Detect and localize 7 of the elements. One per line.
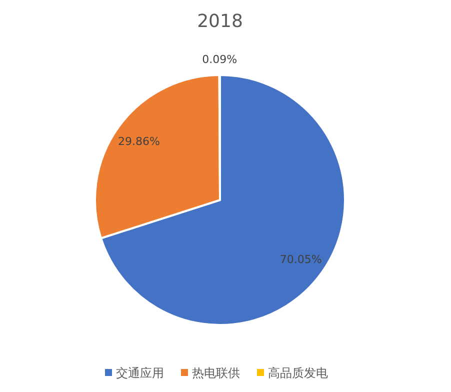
legend-label: 交通应用 [116, 366, 164, 380]
data-label: 0.09% [202, 52, 238, 66]
legend-label: 高品质发电 [268, 366, 328, 380]
chart-title: 2018 [197, 11, 243, 32]
data-label: 29.86% [118, 135, 160, 148]
data-label: 70.05% [280, 252, 322, 266]
legend-label: 热电联供 [192, 366, 240, 380]
